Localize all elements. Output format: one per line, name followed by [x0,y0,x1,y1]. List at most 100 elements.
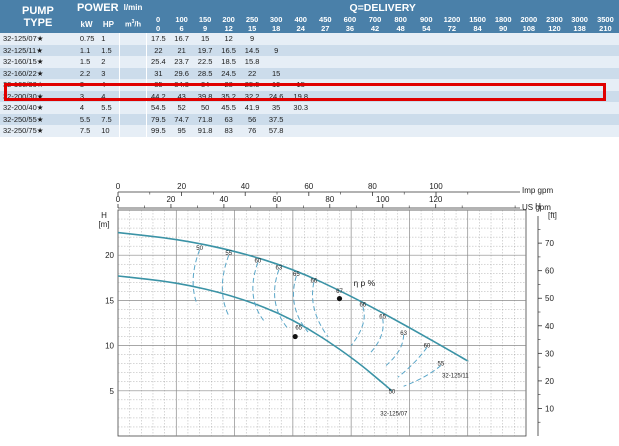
left-tick-label: 5 [110,387,115,396]
head-value-cell [288,44,314,56]
head-value-cell [490,125,517,137]
flow-col-3500: 3500 210 [591,15,619,33]
pump-curve-32-125/07 [117,275,393,392]
head-value-cell [464,79,491,91]
efficiency-iso-line [368,318,384,355]
head-value-cell [464,67,491,79]
us-gpm-tick-label: 100 [376,195,390,204]
head-value-cell [413,56,440,68]
head-value-cell: 34.3 [169,79,194,91]
flow-col-100: 100 6 [169,15,194,33]
head-value-cell [362,125,388,137]
efficiency-iso-line [221,255,230,316]
efficiency-label: 50 [196,246,203,252]
efficiency-label: 66 [310,278,317,284]
flow-col-450: 450 27 [313,15,338,33]
head-value-cell: 9 [240,33,264,45]
pump-model-cell: 32-200/40★ [0,102,76,114]
efficiency-label: 50 [389,390,396,396]
right-axis-unit: [ft] [548,211,557,220]
pump-model-cell: 32-125/11★ [0,44,76,56]
head-value-cell [567,56,592,68]
head-value-cell [516,125,542,137]
table-row: 32-160/22★ 2.2 3 31 29.6 28.5 24.5 22 15 [0,67,619,79]
head-value-cell [337,125,363,137]
table-row: 32-200/30★ 3 4 44.2 43 39.8 35.2 32.2 24.6 19.8 [0,90,619,102]
head-value-cell: 43 [169,90,194,102]
flow-col-900: 900 54 [413,15,440,33]
m3h-spacer-cell [119,33,147,45]
head-value-cell [490,102,517,114]
head-value-cell [541,113,568,125]
head-value-cell [439,56,465,68]
head-value-cell: 24.5 [216,67,241,79]
head-value-cell: 91.8 [193,125,217,137]
head-value-cell [313,113,338,125]
table-row: 32-125/07★ 0.75 1 17.5 16.7 15 12 9 [0,33,619,45]
head-value-cell [541,44,568,56]
best-efficiency-point [292,333,298,340]
head-value-cell [362,90,388,102]
performance-curve-chart: 0 20 40 60 80 100 Imp gpm 0 20 40 60 80 100 120 US gpm… [98,182,557,437]
head-value-cell [516,79,542,91]
efficiency-label: 55 [438,361,445,367]
flow-col-800: 800 48 [387,15,414,33]
head-value-cell [490,67,517,79]
efficiency-iso-line [397,347,428,378]
head-value-cell: 50 [193,102,217,114]
pump-model-cell: 32-125/07★ [0,33,76,45]
head-value-cell [591,33,619,45]
head-value-cell [591,113,619,125]
efficiency-iso-line [252,262,266,323]
head-value-cell: 35.2 [216,90,241,102]
head-value-cell [464,33,491,45]
table-row: 32-160/15★ 1.5 2 25.4 23.7 22.5 18.5 15.8 [0,56,619,68]
efficiency-iso-line [293,275,309,333]
head-value-cell [288,33,314,45]
head-value-cell [413,67,440,79]
head-value-cell: 25.4 [145,56,170,68]
head-value-cell [337,33,363,45]
efficiency-label: 65 [293,272,300,278]
head-value-cell: 44.2 [145,90,170,102]
head-value-cell [541,90,568,102]
m3h-spacer-cell [119,67,147,79]
head-value-cell: 15 [288,79,314,91]
flow-col-1200: 1200 72 [439,15,465,33]
head-value-cell [313,102,338,114]
head-value-cell [439,90,465,102]
flow-col-150: 150 9 [193,15,217,33]
flow-col-600: 600 36 [337,15,363,33]
flow-col-3000: 3000 138 [567,15,592,33]
head-value-cell: 17.5 [145,33,170,45]
head-value-cell: 45.5 [216,102,241,114]
head-value-cell: 71.8 [193,113,217,125]
head-value-cell [413,44,440,56]
head-value-cell [490,113,517,125]
head-value-cell [541,102,568,114]
head-value-cell [313,90,338,102]
pump-performance-table: PUMP TYPE POWER l/min Q=DELIVERY kW HP m3… [0,0,619,137]
head-value-cell [313,79,338,91]
right-tick-label: 40 [545,322,554,331]
efficiency-label: 63 [400,331,407,337]
hp-cell: 5.5 [97,102,120,114]
head-value-cell [541,125,568,137]
table-body: 32-125/07★ 0.75 1 17.5 16.7 15 12 9 32-125/11★ 1.… [0,33,619,137]
flow-col-400: 400 24 [288,15,314,33]
head-value-cell [439,67,465,79]
head-value-cell [362,44,388,56]
hp-cell: 4 [97,90,120,102]
head-value-cell [362,56,388,68]
efficiency-iso-line [274,269,288,328]
imp-gpm-tick-label: 60 [304,182,313,191]
flow-col-200: 200 12 [216,15,241,33]
efficiency-iso-line [192,249,201,306]
head-value-cell [313,125,338,137]
head-value-cell [387,102,414,114]
head-value-cell [337,44,363,56]
head-value-cell: 76 [240,125,264,137]
head-value-cell [490,79,517,91]
m3h-header: m3/h [119,15,147,33]
